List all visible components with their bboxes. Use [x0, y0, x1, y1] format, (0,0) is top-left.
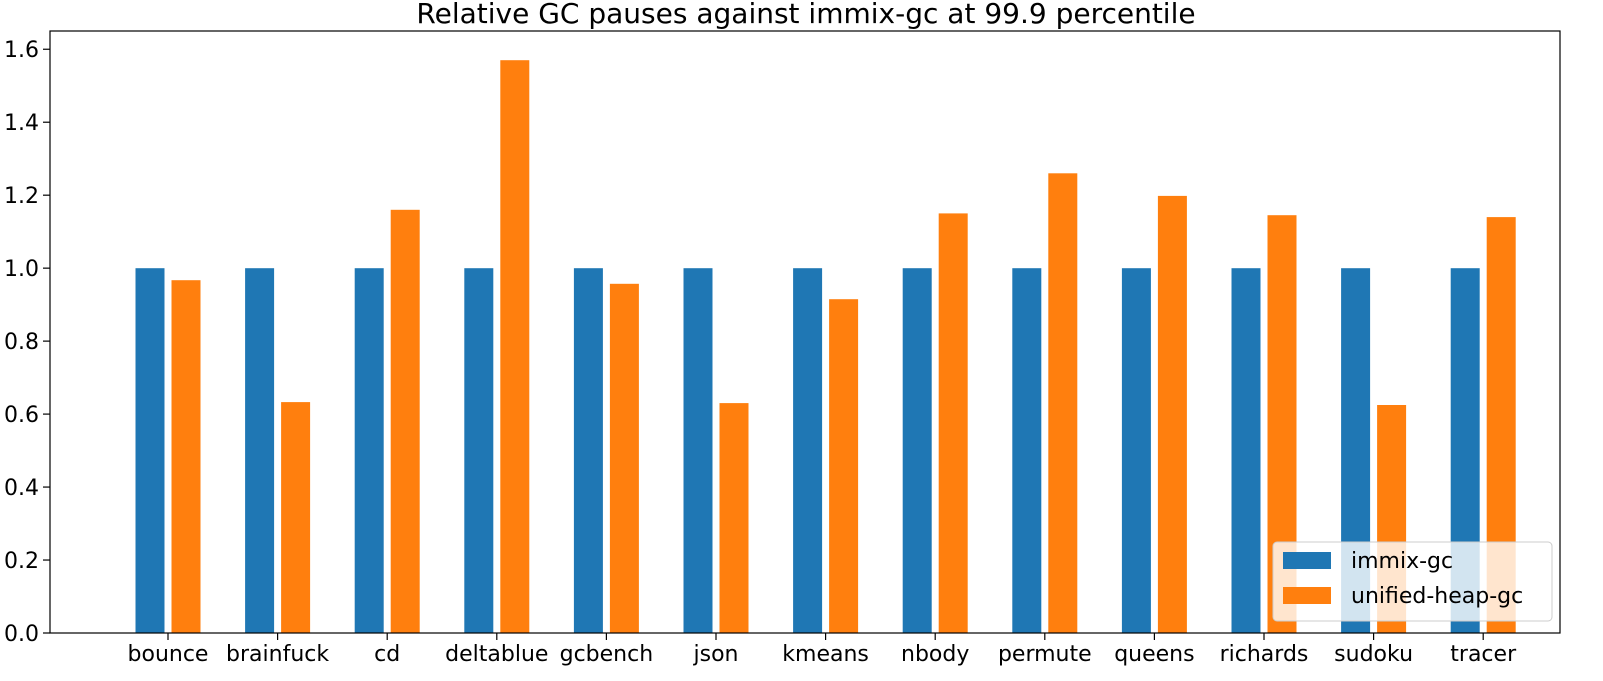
x-tick-label-json: json: [693, 642, 739, 667]
y-tick-label: 0.6: [4, 403, 39, 428]
y-tick-label: 0.8: [4, 330, 39, 355]
x-axis-ticks: bounce brainfuck cd deltablue gcbench json kme…: [128, 633, 1517, 667]
x-tick-label-kmeans: kmeans: [782, 642, 869, 667]
bar-unified-heap-gc-json: [719, 403, 749, 633]
bar-immix-gc-nbody: [902, 268, 932, 633]
y-tick-label: 0.2: [4, 549, 39, 574]
bar-unified-heap-gc-queens: [1157, 195, 1187, 633]
bar-immix-gc-richards: [1231, 268, 1261, 633]
x-tick-label-gcbench: gcbench: [560, 642, 654, 667]
x-tick-label-nbody: nbody: [901, 642, 969, 667]
x-tick-label-queens: queens: [1114, 642, 1194, 667]
bar-immix-gc-brainfuck: [245, 268, 275, 633]
y-tick-label: 1.2: [4, 184, 39, 209]
bar-immix-gc-kmeans: [793, 268, 823, 633]
y-tick-label: 1.0: [4, 257, 39, 282]
axes-layer: [49, 30, 1561, 634]
bar-unified-heap-gc-kmeans: [829, 299, 859, 633]
bar-unified-heap-gc-permute: [1048, 173, 1078, 634]
y-axis-ticks: 0.0 0.2 0.4 0.6 0.8 1.0 1.2 1.4 1.6: [4, 38, 50, 647]
y-tick-label: 0.4: [4, 476, 39, 501]
legend: immix-gc unified-heap-gc: [1272, 541, 1553, 622]
bar-immix-gc-cd: [354, 268, 384, 633]
bar-unified-heap-gc-bounce: [171, 280, 201, 633]
bar-unified-heap-gc-nbody: [938, 213, 968, 633]
y-tick-label: 0.0: [4, 622, 39, 647]
bar-unified-heap-gc-gcbench: [609, 283, 639, 633]
bar-unified-heap-gc-deltablue: [500, 60, 530, 633]
legend-box: [1272, 541, 1553, 622]
x-tick-label-richards: richards: [1220, 642, 1309, 667]
bar-immix-gc-json: [683, 268, 713, 633]
x-tick-label-deltablue: deltablue: [445, 642, 548, 667]
legend-swatch-unified-heap-gc: [1283, 587, 1331, 604]
x-tick-label-permute: permute: [998, 642, 1092, 667]
bar-immix-gc-queens: [1121, 268, 1151, 633]
legend-label-immix-gc: immix-gc: [1351, 549, 1453, 574]
bar-unified-heap-gc-brainfuck: [281, 402, 311, 633]
y-tick-label: 1.4: [4, 111, 39, 136]
x-tick-label-sudoku: sudoku: [1334, 642, 1413, 667]
x-tick-label-tracer: tracer: [1450, 642, 1517, 667]
legend-label-unified-heap-gc: unified-heap-gc: [1351, 584, 1523, 609]
bar-immix-gc-deltablue: [464, 268, 494, 633]
bar-immix-gc-gcbench: [573, 268, 603, 633]
x-tick-label-bounce: bounce: [128, 642, 209, 667]
x-tick-label-brainfuck: brainfuck: [226, 642, 329, 667]
plot-frame: [49, 30, 1561, 634]
y-tick-label: 1.6: [4, 38, 39, 63]
x-tick-label-cd: cd: [374, 642, 400, 667]
bar-immix-gc-bounce: [135, 268, 165, 633]
bar-unified-heap-gc-cd: [390, 209, 420, 634]
chart-title: Relative GC pauses against immix-gc at 9…: [416, 0, 1195, 30]
bar-immix-gc-permute: [1012, 268, 1042, 633]
legend-swatch-immix-gc: [1283, 552, 1331, 569]
